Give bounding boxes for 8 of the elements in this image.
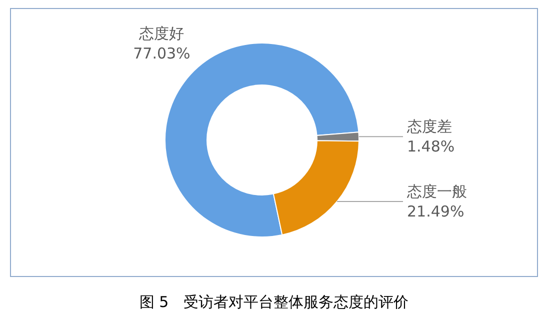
text: 图 5 受访者对平台整体服务态度的评价 (138, 293, 410, 312)
data-label: 1.48% (407, 138, 455, 156)
donut-slice (272, 140, 360, 236)
data-label: 77.03% (133, 44, 190, 62)
slice-label: 态度一般 (406, 182, 467, 200)
slice-label: 态度差 (406, 118, 452, 136)
slice-label: 态度好 (138, 24, 184, 42)
data-label: 21.49% (407, 202, 464, 220)
